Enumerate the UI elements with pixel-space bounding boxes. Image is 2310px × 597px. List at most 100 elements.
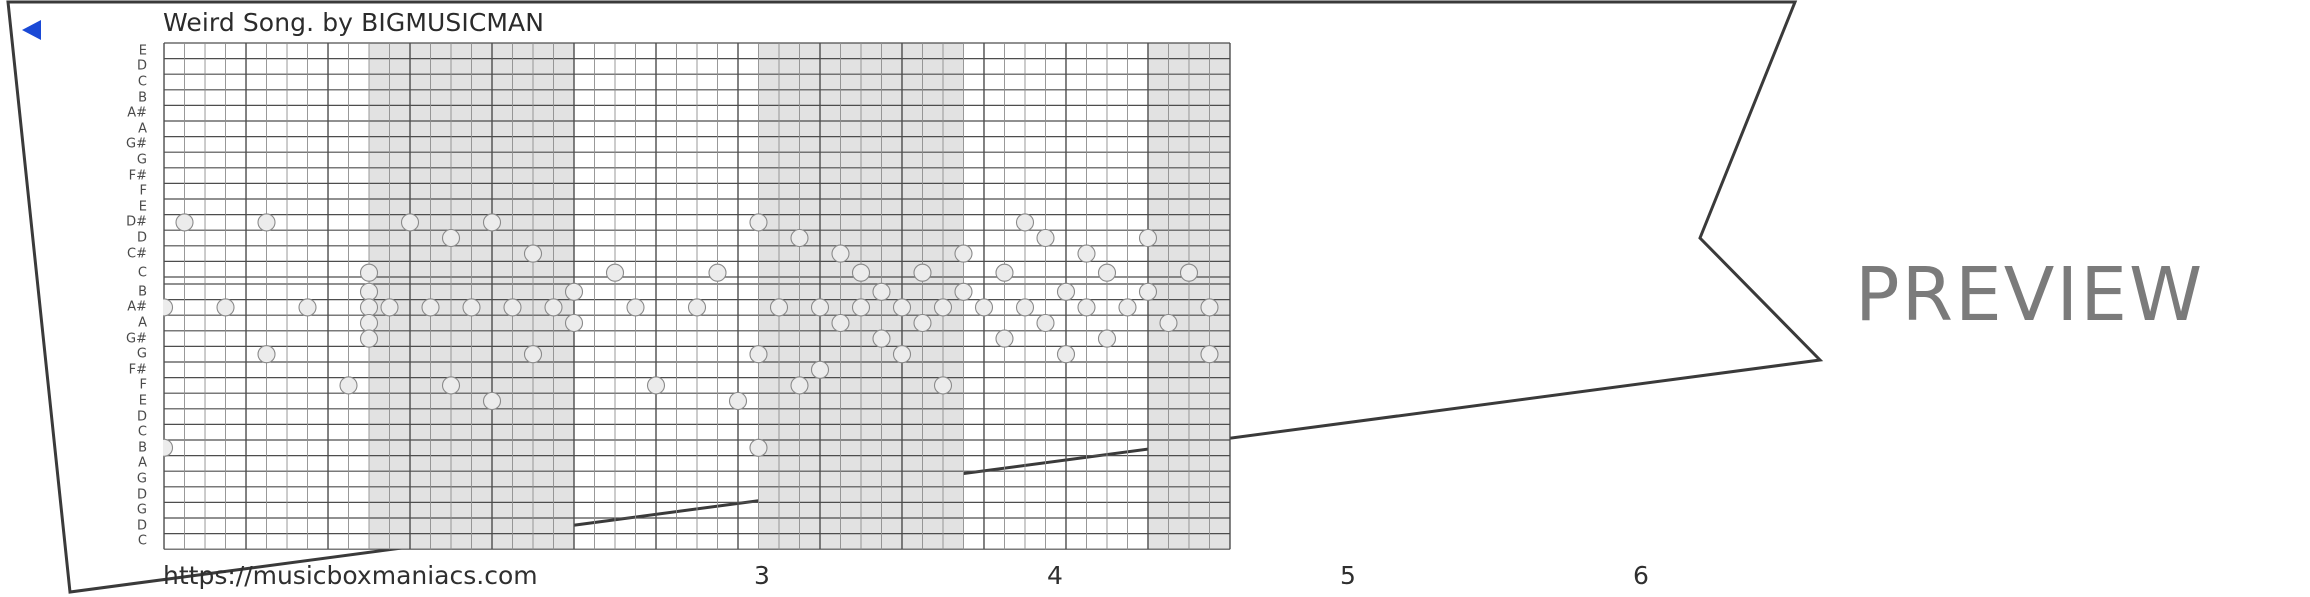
note-row-label: B xyxy=(138,90,147,106)
note-dot[interactable] xyxy=(257,213,276,232)
note-row-label: D xyxy=(136,230,147,246)
note-dot[interactable] xyxy=(831,244,850,263)
note-dot[interactable] xyxy=(1077,298,1096,317)
note-row-label: C xyxy=(137,74,147,90)
note-dot[interactable] xyxy=(995,329,1014,348)
note-dot[interactable] xyxy=(954,282,973,301)
note-dot[interactable] xyxy=(1056,282,1076,301)
note-dot[interactable] xyxy=(1138,282,1158,301)
note-dot[interactable] xyxy=(359,282,379,301)
note-dot[interactable] xyxy=(974,298,994,317)
note-row-label: E xyxy=(138,393,147,409)
note-dot[interactable] xyxy=(605,263,625,282)
note-dot[interactable] xyxy=(749,438,768,457)
note-dot[interactable] xyxy=(892,298,912,317)
measure-number: 5 xyxy=(1340,561,1356,590)
note-dot[interactable] xyxy=(359,298,379,317)
note-dot[interactable] xyxy=(1097,263,1117,282)
note-dot[interactable] xyxy=(831,313,850,333)
note-dot[interactable] xyxy=(359,263,379,282)
note-dot[interactable] xyxy=(1118,298,1137,317)
note-row-label: D xyxy=(136,487,147,503)
note-grid-canvas[interactable] xyxy=(163,42,1231,550)
note-dot[interactable] xyxy=(1138,228,1158,248)
note-dot[interactable] xyxy=(462,298,481,317)
note-dot[interactable] xyxy=(1097,329,1117,348)
note-dot[interactable] xyxy=(257,345,276,364)
note-dot[interactable] xyxy=(913,313,932,333)
note-dot[interactable] xyxy=(872,282,891,301)
note-row-label: D xyxy=(136,518,147,534)
note-dot[interactable] xyxy=(790,376,809,395)
note-dot[interactable] xyxy=(913,263,932,282)
note-dot[interactable] xyxy=(175,213,194,232)
note-row-label: D xyxy=(136,58,147,74)
note-dot[interactable] xyxy=(216,298,235,317)
note-row-label: C xyxy=(137,265,147,281)
note-row-label: A xyxy=(138,455,147,471)
note-dot[interactable] xyxy=(810,360,830,379)
note-dot[interactable] xyxy=(163,438,174,457)
note-dot[interactable] xyxy=(708,263,727,282)
note-dot[interactable] xyxy=(339,376,358,395)
note-grid[interactable] xyxy=(163,42,1231,550)
note-dot[interactable] xyxy=(441,376,461,395)
note-dot[interactable] xyxy=(564,313,584,333)
note-row-label: F# xyxy=(128,168,147,184)
measure-number: 4 xyxy=(1047,561,1063,590)
note-dot[interactable] xyxy=(503,298,522,317)
measure-number: 6 xyxy=(1633,561,1649,590)
note-dot[interactable] xyxy=(1159,313,1178,333)
back-arrow-icon[interactable] xyxy=(19,17,45,43)
note-row-label: D# xyxy=(126,214,147,230)
note-dot[interactable] xyxy=(851,263,871,282)
note-row-label: G xyxy=(136,502,147,518)
note-dot[interactable] xyxy=(1036,313,1055,333)
note-dot[interactable] xyxy=(954,244,973,263)
note-dot[interactable] xyxy=(728,391,748,411)
note-dot[interactable] xyxy=(421,298,440,317)
note-row-label: G# xyxy=(126,331,147,347)
note-dot[interactable] xyxy=(1200,345,1219,364)
note-row-label: F xyxy=(139,183,147,199)
note-row-label: E xyxy=(138,199,147,215)
note-dot[interactable] xyxy=(646,376,666,395)
note-row-label: E xyxy=(138,43,147,59)
note-dot[interactable] xyxy=(441,228,461,248)
note-dot[interactable] xyxy=(1015,213,1035,232)
note-dot[interactable] xyxy=(359,329,379,348)
note-dot[interactable] xyxy=(687,298,707,317)
note-row-label: G xyxy=(136,152,147,168)
note-dot[interactable] xyxy=(933,376,953,395)
note-dot[interactable] xyxy=(523,345,543,364)
note-dot[interactable] xyxy=(359,313,379,333)
note-dot[interactable] xyxy=(892,345,912,364)
note-dot[interactable] xyxy=(1056,345,1076,364)
note-dot[interactable] xyxy=(749,213,768,232)
note-dot[interactable] xyxy=(1077,244,1096,263)
note-dot[interactable] xyxy=(749,345,768,364)
note-dot[interactable] xyxy=(482,391,502,411)
note-dot[interactable] xyxy=(1200,298,1219,317)
note-dot[interactable] xyxy=(400,213,420,232)
note-dot[interactable] xyxy=(790,228,809,248)
note-dot[interactable] xyxy=(1015,298,1035,317)
note-dot[interactable] xyxy=(872,329,891,348)
note-dot[interactable] xyxy=(769,298,789,317)
note-dot[interactable] xyxy=(1036,228,1055,248)
note-dot[interactable] xyxy=(523,244,543,263)
note-row-label: G xyxy=(136,471,147,487)
note-dot[interactable] xyxy=(298,298,317,317)
note-dot[interactable] xyxy=(482,213,502,232)
note-dot[interactable] xyxy=(564,282,584,301)
note-dot[interactable] xyxy=(810,298,830,317)
note-dot[interactable] xyxy=(851,298,871,317)
note-dot[interactable] xyxy=(544,298,563,317)
note-dot[interactable] xyxy=(995,263,1014,282)
note-dot[interactable] xyxy=(163,298,174,317)
note-dot[interactable] xyxy=(933,298,953,317)
note-dot[interactable] xyxy=(380,298,399,317)
note-dot[interactable] xyxy=(1179,263,1199,282)
note-dot[interactable] xyxy=(626,298,645,317)
